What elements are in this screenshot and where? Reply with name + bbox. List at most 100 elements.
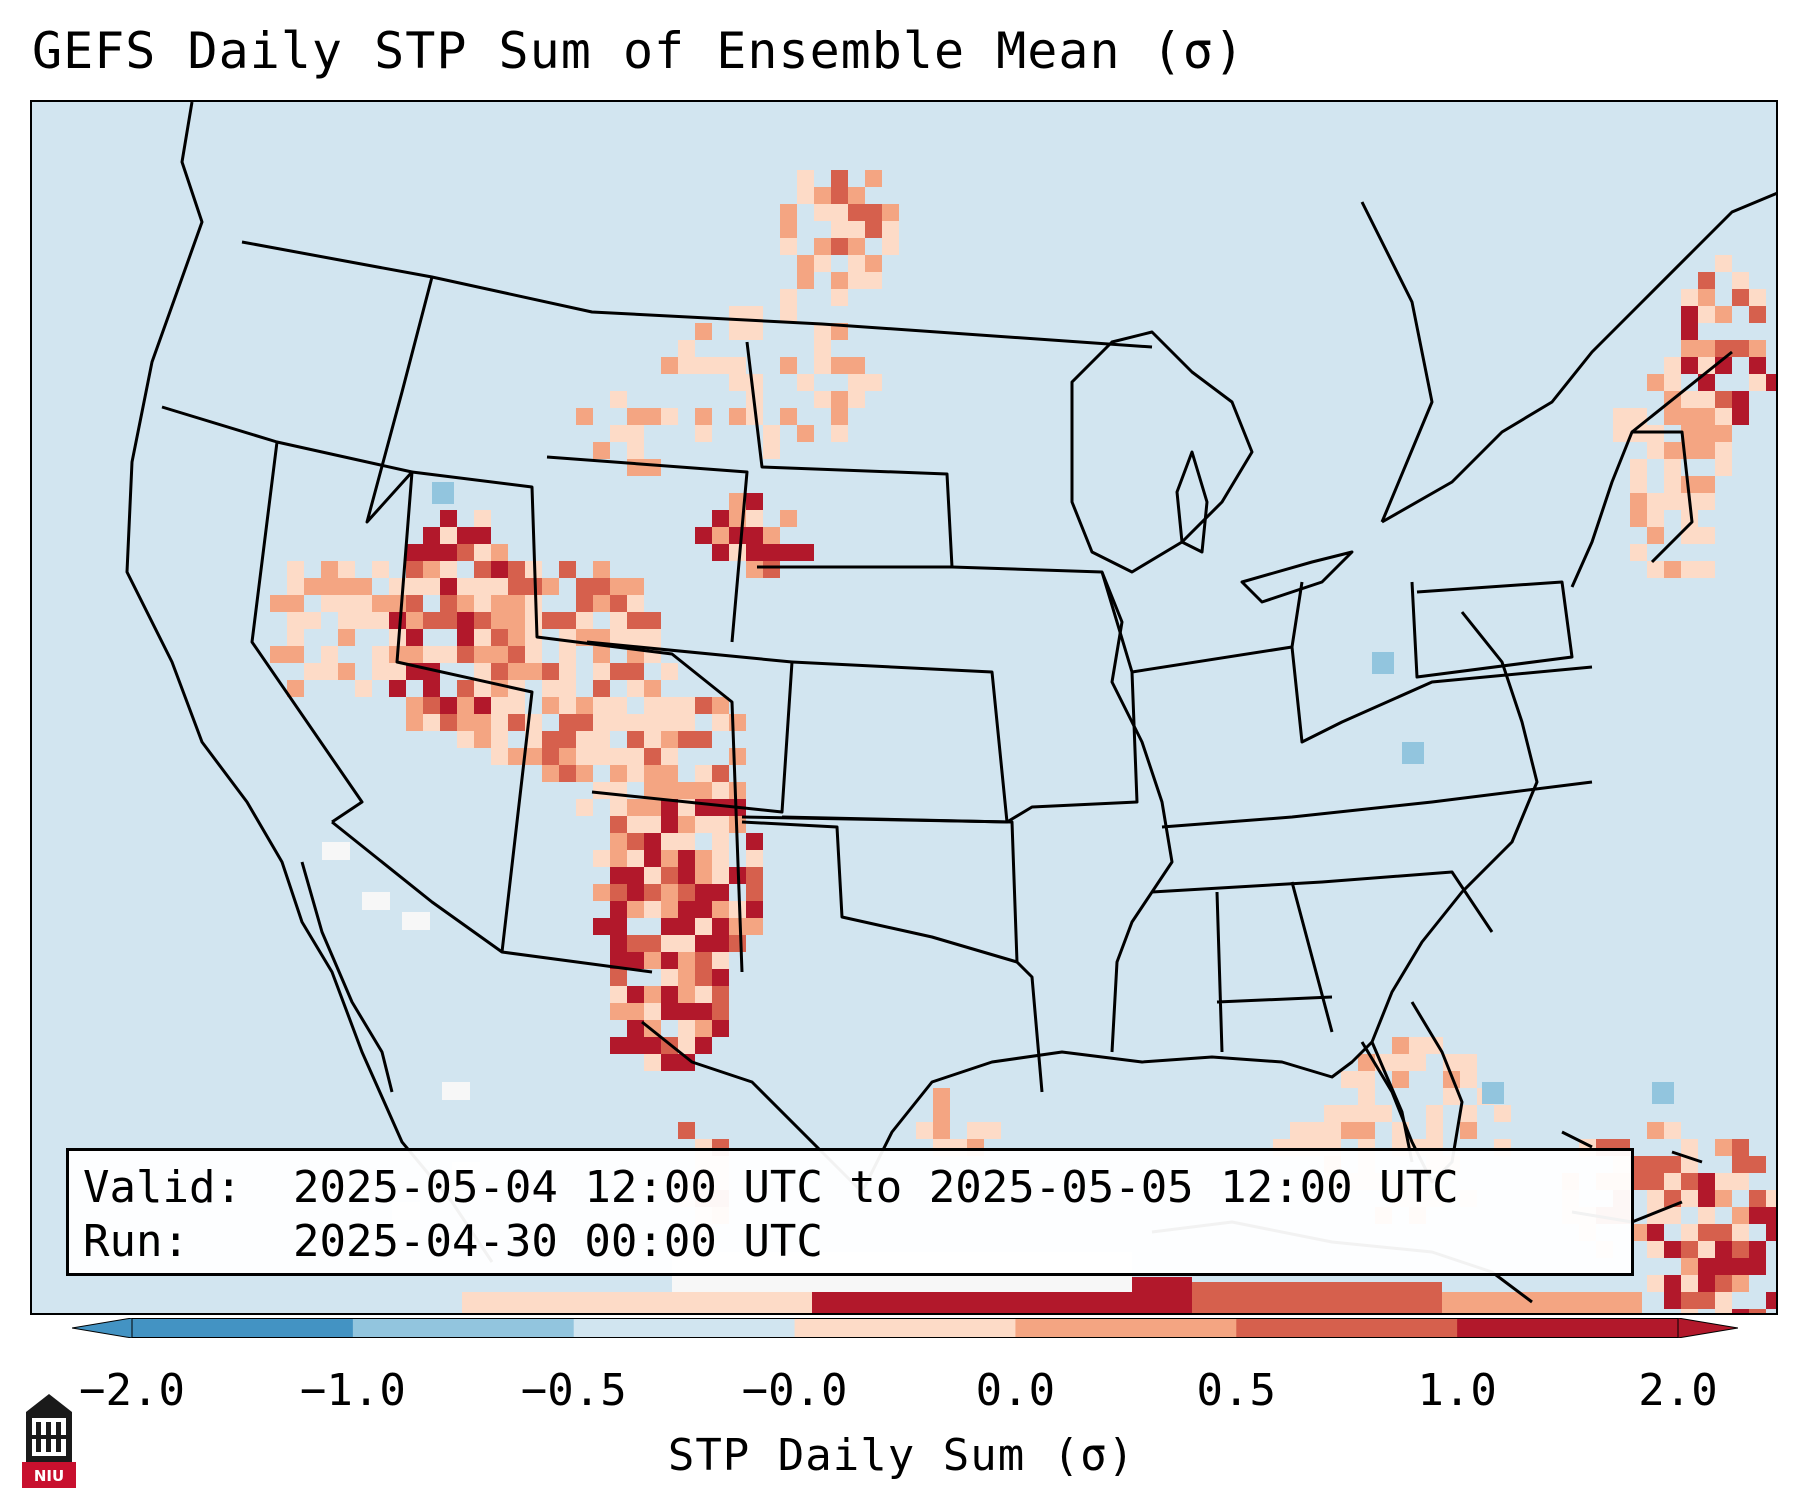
stp-cell: [355, 595, 372, 612]
stp-cell: [440, 714, 457, 731]
stp-cell: [457, 527, 474, 544]
stp-cell: [491, 697, 508, 714]
stp-cell: [610, 901, 627, 918]
stp-cell: [474, 544, 491, 561]
stp-cell: [1664, 561, 1681, 578]
colorbar-tick-label: 1.0: [1417, 1365, 1497, 1416]
stp-cell: [1664, 442, 1681, 459]
stp-cell: [1698, 527, 1715, 544]
stp-cell: [695, 935, 712, 952]
stp-cell: [729, 408, 746, 425]
stp-cell: [678, 935, 695, 952]
stp-cell: [474, 731, 491, 748]
stp-cell: [678, 697, 695, 714]
stp-cell: [712, 918, 729, 935]
colorbar: [72, 1318, 1738, 1338]
stp-cell: [627, 748, 644, 765]
stp-cell: [1460, 1122, 1477, 1139]
stp-cell: [542, 765, 559, 782]
stp-cell: [1494, 1105, 1511, 1122]
stp-cell: [644, 935, 661, 952]
stp-cell: [729, 493, 746, 510]
stp-cell: [1681, 1224, 1698, 1241]
state-line-nebraska-kansas: [781, 660, 1009, 824]
stp-cell: [457, 697, 474, 714]
stp-cell: [610, 425, 627, 442]
stp-cell: [831, 391, 848, 408]
stp-cell: [576, 595, 593, 612]
stp-cell: [695, 527, 712, 544]
stp-cell: [1460, 1105, 1477, 1122]
stp-cell: [661, 850, 678, 867]
stp-cell: [627, 901, 644, 918]
stp-cell: [865, 221, 882, 238]
colorbar-segment: [1236, 1318, 1458, 1338]
stp-cell: [644, 731, 661, 748]
stp-cell: [831, 272, 848, 289]
colorbar-segment: [1457, 1318, 1679, 1338]
stp-cell: [1715, 425, 1732, 442]
stp-cell: [423, 646, 440, 663]
stp-cell: [474, 646, 491, 663]
stp-cell: [610, 1003, 627, 1020]
stp-cell: [406, 612, 423, 629]
stp-cell: [780, 408, 797, 425]
stp-cell: [1732, 1275, 1749, 1292]
stp-cell: [610, 748, 627, 765]
state-line-arizona-mexico: [331, 820, 653, 974]
stp-cell: [848, 391, 865, 408]
stp-cell: [1698, 391, 1715, 408]
stp-cell: [865, 272, 882, 289]
stp-cell: [321, 561, 338, 578]
stp-cell: [474, 714, 491, 731]
stp-cell: [712, 1020, 729, 1037]
stp-cell: [474, 663, 491, 680]
stp-cell: [814, 391, 831, 408]
stp-cell: [1732, 391, 1749, 408]
stp-cell: [678, 986, 695, 1003]
stp-cell: [1715, 1275, 1732, 1292]
stp-cell: [695, 884, 712, 901]
valid-run-info-box: Valid: 2025-05-04 12:00 UTC to 2025-05-0…: [66, 1148, 1634, 1276]
stp-cell: [627, 935, 644, 952]
stp-cell: [1698, 493, 1715, 510]
stp-cell: [644, 765, 661, 782]
stp-cell: [644, 833, 661, 850]
stp-cell: [712, 850, 729, 867]
map-title: GEFS Daily STP Sum of Ensemble Mean (σ): [32, 22, 1245, 80]
stp-cell: [780, 289, 797, 306]
stp-cell: [610, 918, 627, 935]
stp-cell: [1630, 459, 1647, 476]
stp-cell: [695, 850, 712, 867]
stp-cell: [1698, 289, 1715, 306]
stp-cell: [474, 527, 491, 544]
stp-cell: [474, 510, 491, 527]
colorbar-tick-label: 2.0: [1638, 1365, 1718, 1416]
stp-cell: [304, 663, 321, 680]
stp-cell: [406, 544, 423, 561]
stp-cell: [474, 595, 491, 612]
stp-cell: [712, 357, 729, 374]
stp-cell: [440, 646, 457, 663]
stp-cell: [1192, 1282, 1442, 1313]
stp-cell: [678, 901, 695, 918]
stp-cell: [678, 833, 695, 850]
stp-cell: [661, 986, 678, 1003]
stp-cell: [1630, 1173, 1647, 1190]
stp-cell: [661, 884, 678, 901]
stp-cell: [1426, 1037, 1443, 1054]
stp-cell: [1443, 1088, 1460, 1105]
stp-cell: [627, 765, 644, 782]
stp-cell: [440, 544, 457, 561]
stp-cell: [797, 425, 814, 442]
stp-cell: [644, 680, 661, 697]
stp-cell: [1426, 1105, 1443, 1122]
stp-cell: [321, 578, 338, 595]
state-line-central-states: [951, 565, 1139, 824]
stp-cell: [644, 867, 661, 884]
stp-cell: [797, 255, 814, 272]
stp-cell: [644, 408, 661, 425]
stp-cell: [627, 1003, 644, 1020]
stp-cell: [1664, 1173, 1681, 1190]
colorbar-label: STP Daily Sum (σ): [667, 1430, 1136, 1481]
